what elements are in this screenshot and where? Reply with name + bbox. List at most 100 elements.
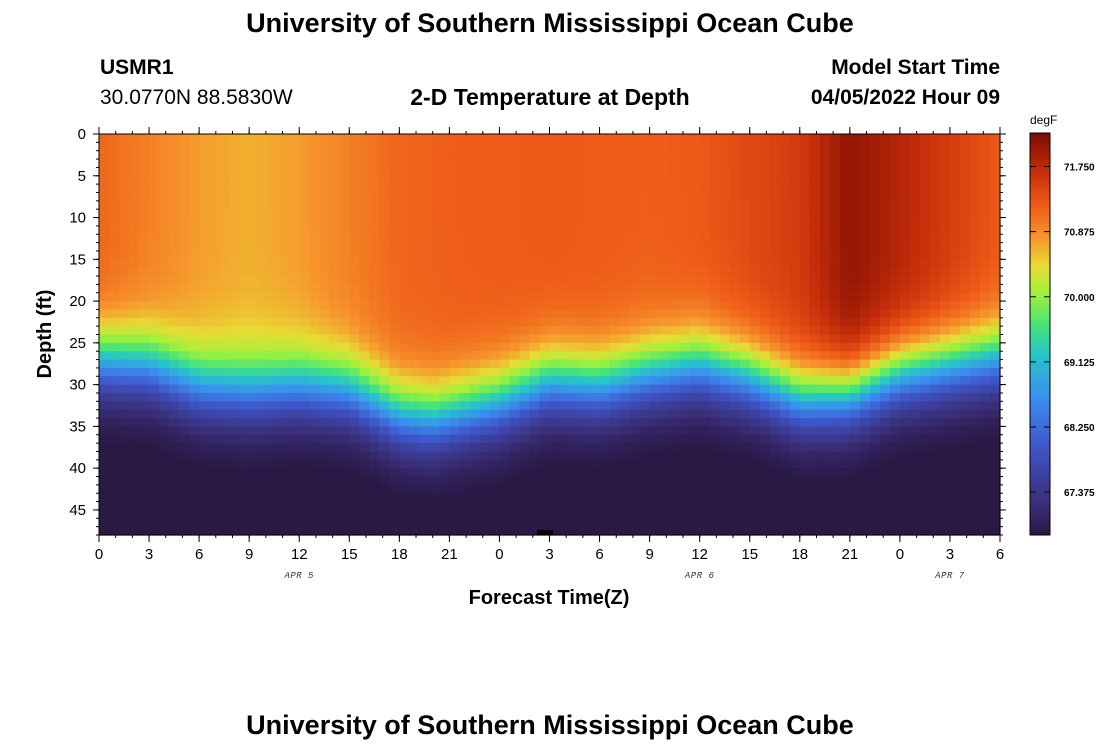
heatmap-cell — [539, 359, 551, 369]
heatmap-cell — [259, 234, 270, 244]
heatmap-cell — [899, 142, 911, 152]
heatmap-cell — [439, 150, 450, 160]
heatmap-cell — [499, 376, 511, 386]
heatmap-cell — [439, 309, 450, 319]
heatmap-cell — [839, 184, 851, 194]
heatmap-cell — [969, 167, 981, 177]
heatmap-cell — [869, 459, 881, 469]
heatmap-cell — [949, 342, 961, 352]
heatmap-cell — [529, 401, 541, 411]
heatmap-cell — [689, 509, 701, 519]
heatmap-cell — [629, 434, 641, 444]
heatmap-cell — [789, 309, 801, 319]
heatmap-cell — [949, 167, 961, 177]
heatmap-cell — [529, 484, 541, 494]
heatmap-cell — [909, 159, 921, 169]
heatmap-cell — [129, 426, 140, 436]
heatmap-cell — [489, 392, 501, 402]
heatmap-cell — [249, 501, 260, 511]
heatmap-cell — [679, 367, 691, 377]
heatmap-cell — [139, 225, 150, 235]
heatmap-cell — [719, 493, 731, 503]
heatmap-cell — [119, 184, 130, 194]
heatmap-cell — [779, 234, 791, 244]
heatmap-cell — [359, 468, 370, 478]
heatmap-cell — [169, 468, 180, 478]
heatmap-cell — [359, 484, 370, 494]
heatmap-cell — [329, 175, 340, 185]
heatmap-cell — [909, 192, 921, 202]
heatmap-cell — [379, 484, 390, 494]
heatmap-cell — [169, 225, 180, 235]
heatmap-cell — [609, 426, 621, 436]
heatmap-cell — [229, 409, 240, 419]
heatmap-cell — [389, 134, 400, 143]
heatmap-cell — [209, 476, 220, 486]
heatmap-cell — [579, 175, 591, 185]
heatmap-cell — [289, 217, 300, 227]
heatmap-cell — [929, 284, 941, 294]
heatmap-cell — [329, 384, 340, 394]
heatmap-cell — [99, 192, 110, 202]
heatmap-cell — [869, 167, 881, 177]
heatmap-cell — [409, 392, 420, 402]
heatmap-cell — [899, 292, 911, 302]
heatmap-cell — [959, 468, 971, 478]
heatmap-cell — [809, 167, 821, 177]
heatmap-cell — [349, 242, 360, 252]
heatmap-cell — [539, 301, 551, 311]
heatmap-cell — [679, 384, 691, 394]
heatmap-cell — [179, 376, 190, 386]
heatmap-cell — [479, 175, 491, 185]
heatmap-cell — [169, 250, 180, 260]
heatmap-cell — [409, 317, 420, 327]
heatmap-cell — [639, 134, 651, 143]
heatmap-cell — [769, 401, 781, 411]
heatmap-cell — [799, 451, 811, 461]
heatmap-cell — [189, 468, 200, 478]
heatmap-cell — [919, 426, 931, 436]
heatmap-cell — [929, 376, 941, 386]
heatmap-cell — [159, 518, 170, 528]
heatmap-cell — [109, 409, 120, 419]
heatmap-cell — [989, 451, 1001, 461]
heatmap-cell — [499, 459, 511, 469]
heatmap-cell — [299, 392, 310, 402]
heatmap-cell — [159, 468, 170, 478]
heatmap-cell — [739, 459, 751, 469]
heatmap-cell — [589, 342, 601, 352]
heatmap-cell — [929, 518, 941, 528]
heatmap-cell — [139, 392, 150, 402]
heatmap-cell — [189, 501, 200, 511]
heatmap-cell — [849, 501, 861, 511]
heatmap-cell — [239, 401, 250, 411]
heatmap-cell — [969, 342, 981, 352]
heatmap-cell — [709, 259, 721, 269]
heatmap-cell — [689, 401, 701, 411]
heatmap-cell — [249, 392, 260, 402]
heatmap-cell — [589, 359, 601, 369]
heatmap-cell — [379, 142, 390, 152]
heatmap-cell — [919, 250, 931, 260]
heatmap-cell — [729, 401, 741, 411]
heatmap-cell — [339, 359, 350, 369]
heatmap-cell — [989, 184, 1001, 194]
heatmap-cell — [789, 301, 801, 311]
heatmap-cell — [99, 217, 110, 227]
heatmap-cell — [499, 384, 511, 394]
heatmap-cell — [99, 459, 110, 469]
heatmap-cell — [579, 301, 591, 311]
heatmap-cell — [199, 284, 210, 294]
heatmap-cell — [539, 476, 551, 486]
heatmap-cell — [119, 509, 130, 519]
heatmap-cell — [749, 276, 761, 285]
heatmap-cell — [889, 276, 901, 285]
heatmap-cell — [699, 526, 711, 536]
heatmap-cell — [759, 526, 771, 536]
heatmap-cell — [549, 518, 561, 528]
heatmap-cell — [179, 468, 190, 478]
heatmap-cell — [989, 292, 1001, 302]
heatmap-cell — [619, 409, 631, 419]
heatmap-cell — [689, 267, 701, 277]
